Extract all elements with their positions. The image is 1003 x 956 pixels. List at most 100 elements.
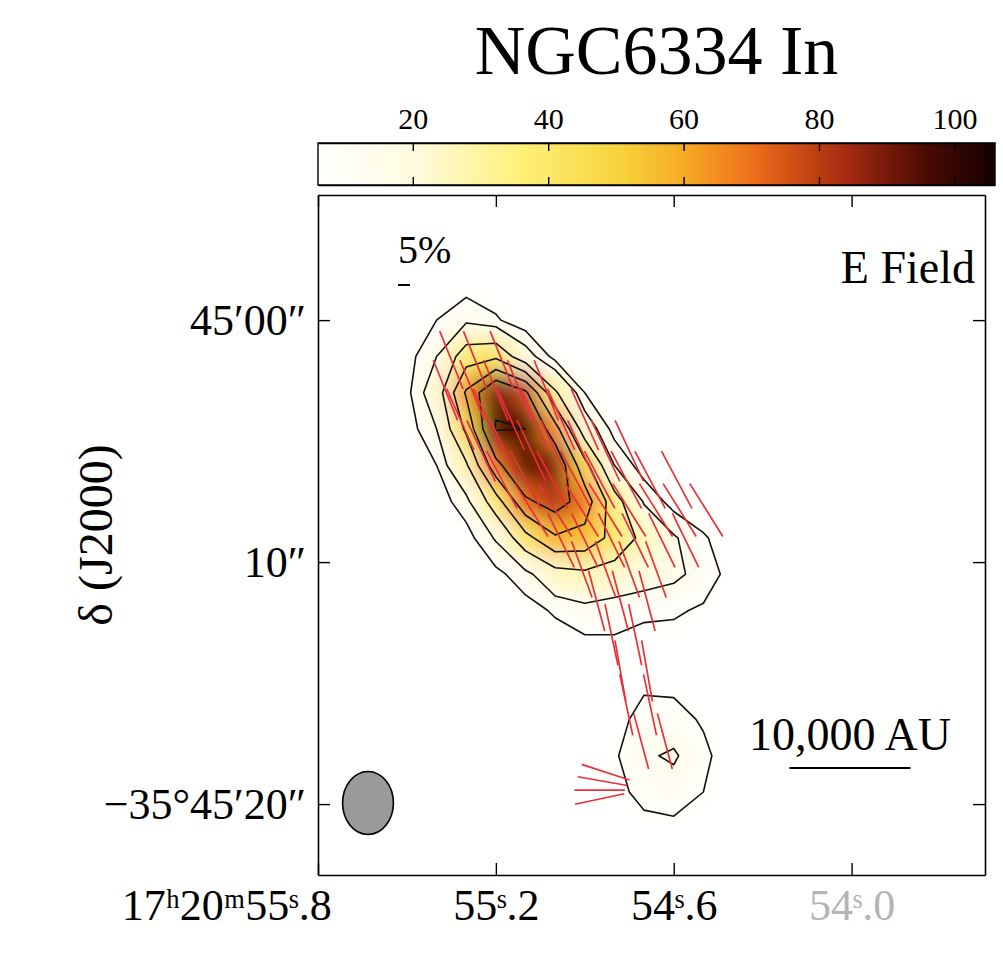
heat-cell bbox=[688, 265, 719, 302]
heat-cell bbox=[599, 338, 630, 375]
heat-cell bbox=[481, 229, 512, 266]
heat-cell bbox=[540, 301, 571, 338]
axis-line bbox=[319, 143, 996, 145]
heat-cell bbox=[510, 229, 541, 266]
polarization-vector bbox=[507, 360, 531, 420]
heat-cell bbox=[599, 737, 630, 774]
colorbar bbox=[318, 143, 995, 185]
heat-cell bbox=[688, 447, 719, 484]
heat-cell bbox=[451, 229, 482, 266]
polarization-vector bbox=[521, 389, 548, 450]
plot-background bbox=[318, 195, 985, 875]
heat-cell bbox=[629, 265, 660, 302]
heat-cell bbox=[421, 519, 452, 556]
tick: 40 bbox=[534, 102, 564, 151]
axis-line bbox=[319, 875, 986, 877]
heat-cell bbox=[540, 810, 571, 847]
vector-scale-bar bbox=[398, 284, 410, 286]
tick bbox=[548, 177, 549, 185]
heat-cell bbox=[510, 628, 541, 665]
tick: 45′00″ bbox=[190, 296, 330, 345]
polarization-vector bbox=[548, 513, 574, 567]
tick-label: 40 bbox=[534, 102, 564, 135]
polarization-vector bbox=[595, 541, 616, 597]
heat-cell bbox=[629, 846, 660, 875]
polarization-vector bbox=[497, 389, 524, 450]
heat-cell bbox=[451, 483, 482, 520]
polarization-vector bbox=[484, 360, 508, 420]
polarization-vector bbox=[644, 674, 657, 735]
tick-mark bbox=[413, 143, 414, 151]
heat-cell bbox=[392, 338, 423, 375]
heat-cell bbox=[392, 737, 423, 774]
heat-cell bbox=[392, 701, 423, 738]
heat-cell bbox=[688, 628, 719, 665]
tick: 17ʰ20ᵐ55ˢ.8 bbox=[122, 863, 332, 930]
heat-cell bbox=[718, 810, 749, 847]
heat-cell bbox=[510, 701, 541, 738]
heat-cell bbox=[481, 846, 512, 875]
polarization-vector bbox=[487, 451, 517, 508]
heat-cell bbox=[510, 592, 541, 629]
heat-cell bbox=[688, 374, 719, 411]
heat-cell bbox=[421, 592, 452, 629]
polarization-vector bbox=[620, 674, 633, 735]
polarization-vector bbox=[589, 571, 605, 631]
heat-cell bbox=[510, 301, 541, 338]
heat-cell bbox=[629, 773, 660, 810]
title: NGC6334 In bbox=[475, 12, 839, 89]
heat-cell bbox=[392, 556, 423, 593]
heat-cell bbox=[718, 773, 749, 810]
polarization-vector bbox=[440, 331, 463, 389]
polarization-vector bbox=[629, 604, 642, 665]
tick-mark bbox=[973, 804, 985, 805]
heat-cell bbox=[629, 374, 660, 411]
tick-mark bbox=[683, 143, 684, 151]
heat-cell bbox=[658, 229, 689, 266]
polarization-vector bbox=[619, 541, 640, 597]
heat-cell bbox=[688, 592, 719, 629]
polarization-vector bbox=[575, 794, 624, 804]
tick-mark bbox=[548, 177, 549, 185]
tick bbox=[413, 177, 414, 185]
heat-cell bbox=[569, 664, 600, 701]
heat-cell bbox=[451, 556, 482, 593]
heat-cell bbox=[629, 810, 660, 847]
heat-cell bbox=[658, 410, 689, 447]
polarization-vector bbox=[447, 389, 474, 450]
polarization-vector bbox=[541, 420, 569, 481]
heat-cell bbox=[688, 410, 719, 447]
heat-cell bbox=[451, 628, 482, 665]
contour bbox=[411, 297, 721, 816]
heat-cell bbox=[569, 301, 600, 338]
tick bbox=[852, 195, 853, 207]
heat-cell bbox=[658, 265, 689, 302]
heat-cell bbox=[421, 701, 452, 738]
polarization-vector bbox=[433, 360, 457, 420]
heat-cell bbox=[718, 519, 749, 556]
tick bbox=[684, 177, 685, 185]
contour bbox=[443, 343, 636, 570]
heat-cell bbox=[510, 810, 541, 847]
heat-cell bbox=[451, 810, 482, 847]
heat-cell bbox=[481, 664, 512, 701]
polarization-vector bbox=[473, 389, 500, 450]
heat-cell bbox=[718, 483, 749, 520]
polarization-vector bbox=[582, 764, 630, 780]
polarization-vector bbox=[490, 331, 513, 389]
tick-mark bbox=[318, 320, 330, 321]
heat-cell bbox=[688, 301, 719, 338]
tick-label: 60 bbox=[669, 102, 699, 135]
heat-cell bbox=[421, 483, 452, 520]
contour bbox=[424, 323, 686, 765]
heat-cell bbox=[481, 773, 512, 810]
heat-cell bbox=[718, 556, 749, 593]
tick-mark bbox=[318, 562, 330, 563]
heat-cell bbox=[718, 301, 749, 338]
heat-cell bbox=[540, 229, 571, 266]
heat-cell bbox=[658, 447, 689, 484]
polarization-vector bbox=[611, 451, 641, 508]
heat-cell bbox=[421, 664, 452, 701]
heat-cell bbox=[718, 701, 749, 738]
axis-line bbox=[985, 196, 987, 876]
